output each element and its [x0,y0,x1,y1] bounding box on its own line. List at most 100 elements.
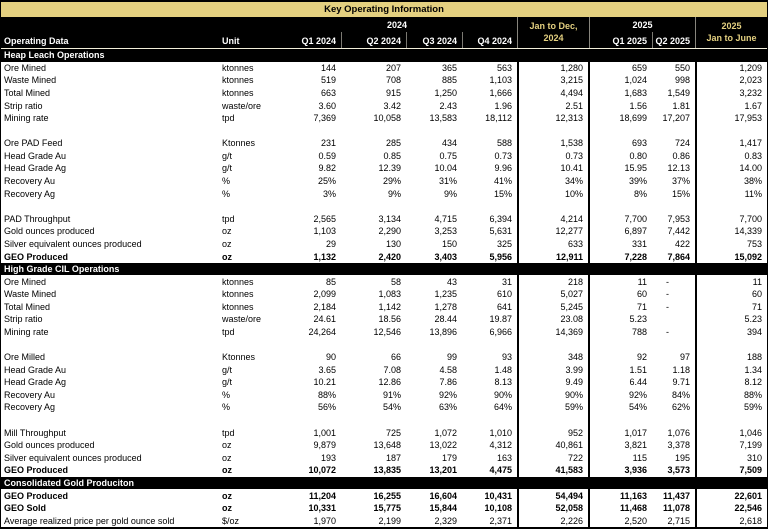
row-unit: oz [222,251,232,262]
cell-q2-2024: 3.42 [383,100,401,111]
cell-q4-2024: 1,103 [489,75,512,86]
cell-jan-to-june-2025: 310 [695,451,767,465]
cell-q4-2024: 5,956 [489,251,512,262]
cell-q2-2025: 2,715 [667,515,690,526]
cell-jan-to-dec-2024: 722 [517,451,590,465]
cell-jan-to-dec-2024: 90% [517,388,590,402]
cell-q1-2025: 92% [628,389,647,400]
cell-jan-to-june-2025: 7,700 [695,212,767,226]
cell-q2-2024: 12,546 [373,327,401,337]
cell-q4-2024: 5,631 [489,226,512,237]
cell-q1-2025: 11,163 [619,490,647,501]
cell-q2-2025: 3,378 [667,440,690,451]
cell-q1-2024: 231 [320,138,336,149]
cell-q2-2024: 10,058 [373,113,401,124]
cell-q3-2024: 16,604 [429,490,457,501]
cell-q2-2025 [652,414,695,427]
cell-q3-2024 [406,200,462,213]
cell-jan-to-dec-2024: 12,277 [517,225,590,238]
cell-q2-2025: 0.86 [672,150,690,161]
cell-q1-2024: 2,184 [313,301,336,312]
row-unit: ktonnes [222,301,254,312]
cell-q3-2024: 179 [441,452,457,463]
cell-q2-2025: 7,864 [667,251,690,262]
cell-jan-to-june-2025: 1.34 [695,363,767,377]
cell-q4-2024: 4,312 [489,440,512,451]
cell-q3-2024: 1,278 [434,301,457,312]
row-unit: % [222,402,231,413]
table-row: Average realized price per gold ounce so… [1,514,767,527]
cell-q1-2024 [277,124,341,137]
cell-q3-2024: 13,896 [429,327,457,337]
row-unit: tpd [222,213,235,224]
cell-jan-to-june-2025: 5.23 [695,313,767,326]
cell-q1-2024: 7,369 [313,113,336,124]
cell-q4-2024: 325 [496,238,512,249]
cell-jan-to-dec-2024: 34% [517,174,590,188]
table-row: Ore PAD Feed Ktonnes 231 285 434 588 1,538 693 7… [1,137,767,150]
cell-q4-2024: 19.87 [489,314,512,325]
table-row: Recovery Au% 88% 91% 92% 90% 90% 92% 84% 88% [1,388,767,402]
cell-q4-2024: 1.96 [494,100,512,111]
cell-jan-to-june-2025: 1.67 [695,99,767,112]
cell-jan-to-dec-2024: 3,215 [517,74,590,87]
cell-q3-2024: 13,583 [429,113,457,124]
cell-jan-to-june-2025: 14,339 [695,225,767,238]
cell-jan-to-dec-2024: 2,226 [517,514,590,527]
cell-jan-to-june-2025: 38% [695,174,767,188]
table-row: Recovery Ag% 56% 54% 63% 64% 59% 54% 62% 59% [1,401,767,414]
row-unit: g/t [222,364,233,375]
cell-q3-2024: 2.43 [439,100,457,111]
column-header-q3-2024: Q3 2024 [406,32,462,48]
cell-q4-2024 [462,200,517,213]
cell-jan-to-dec-2024: 1,538 [517,137,590,150]
cell-q2-2025 [652,200,695,213]
cell-q1-2025: 5.23 [629,314,647,325]
cell-q1-2025: 92 [636,352,647,363]
row-label: PAD Throughput [4,213,71,224]
cell-q1-2024: 10.21 [313,377,336,388]
column-header-q2-2025: Q2 2025 [652,32,695,48]
cell-q1-2025: 7,700 [624,213,647,224]
cell-jan-to-june-2025: 88% [695,388,767,402]
cell-jan-to-dec-2024: 54,494 [517,489,590,502]
cell-jan-to-dec-2024 [517,199,590,213]
row-unit: waste/ore [222,314,262,325]
table-row: GEO Sold oz 10,331 15,775 15,844 10,108 52,058… [1,501,767,515]
row-unit: oz [222,226,232,237]
cell-q2-2025 [652,124,695,137]
row-label: Total Mined [4,301,51,312]
cell-q1-2024 [277,414,341,427]
row-unit: tpd [222,113,235,124]
cell-q3-2024: 28.44 [434,314,457,325]
row-label: GEO Produced [4,251,69,262]
cell-jan-to-dec-2024: 0.73 [517,149,590,163]
row-unit: % [222,389,231,400]
cell-jan-to-june-2025: 60 [695,287,767,301]
spacer-row [1,338,767,351]
table-row: Gold ounces produced oz 9,879 13,648 13,022 4… [1,438,767,452]
cell-q2-2024: 1,083 [378,289,401,300]
cell-q1-2024 [277,338,341,351]
cell-q3-2024: 3,403 [434,251,457,262]
row-label: Silver equivalent ounces produced [4,452,142,463]
cell-jan-to-dec-2024 [517,338,590,351]
cell-q3-2024: 885 [441,75,457,86]
cell-jan-to-dec-2024: 348 [517,350,590,364]
cell-jan-to-june-2025: 0.83 [695,149,767,163]
row-unit: waste/ore [222,100,262,111]
cell-q1-2024: 1,132 [313,251,336,262]
cell-q2-2025: 84% [671,389,690,400]
table-header: Operating Data Unit 2024 Q1 2024 Q2 2024… [1,17,767,49]
row-label: Mining rate [4,327,49,337]
cell-q2-2024: 66 [390,352,401,363]
cell-q2-2025 [652,338,695,351]
column-header-q1-2024: Q1 2024 [301,36,336,46]
table-body: Heap Leach Operations Ore Mined ktonnes 144… [1,49,767,527]
cell-q2-2024: 7.08 [383,364,401,375]
section-header-high-grade-cil-operations: High Grade CIL Operations [1,262,767,276]
cell-q1-2024: 29 [325,238,336,249]
cell-q1-2025 [590,124,652,137]
cell-jan-to-june-2025: 17,953 [695,111,767,125]
cell-jan-to-june-2025: 7,199 [695,438,767,452]
